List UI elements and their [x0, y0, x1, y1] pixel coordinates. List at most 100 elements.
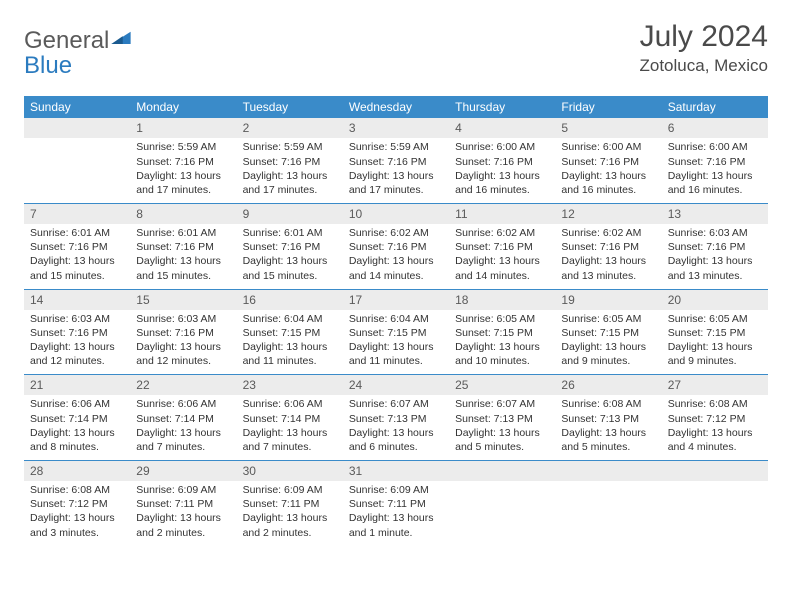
daylight-text-1: Daylight: 13 hours — [30, 426, 124, 440]
daylight-text-1: Daylight: 13 hours — [455, 254, 549, 268]
calendar-table: Sunday Monday Tuesday Wednesday Thursday… — [24, 96, 768, 545]
sunrise-text: Sunrise: 6:07 AM — [455, 397, 549, 411]
sunrise-text: Sunrise: 6:07 AM — [349, 397, 443, 411]
day-details: Sunrise: 6:03 AMSunset: 7:16 PMDaylight:… — [662, 224, 768, 289]
sunset-text: Sunset: 7:16 PM — [349, 155, 443, 169]
dayhead-mon: Monday — [130, 96, 236, 118]
day-details: Sunrise: 6:00 AMSunset: 7:16 PMDaylight:… — [449, 138, 555, 203]
sunset-text: Sunset: 7:16 PM — [30, 240, 124, 254]
sunset-text: Sunset: 7:16 PM — [243, 155, 337, 169]
daylight-text-2: and 8 minutes. — [30, 440, 124, 454]
sunrise-text: Sunrise: 6:04 AM — [349, 312, 443, 326]
sunset-text: Sunset: 7:15 PM — [243, 326, 337, 340]
daylight-text-1: Daylight: 13 hours — [561, 169, 655, 183]
daylight-text-1: Daylight: 13 hours — [243, 254, 337, 268]
sunset-text: Sunset: 7:15 PM — [455, 326, 549, 340]
day-number: 2 — [237, 118, 343, 138]
day-details: Sunrise: 6:04 AMSunset: 7:15 PMDaylight:… — [237, 310, 343, 375]
day-details: Sunrise: 6:09 AMSunset: 7:11 PMDaylight:… — [343, 481, 449, 546]
sunrise-text: Sunrise: 5:59 AM — [243, 140, 337, 154]
title-block: July 2024 Zotoluca, Mexico — [640, 20, 769, 76]
day-number: 8 — [130, 204, 236, 225]
sunrise-text: Sunrise: 6:00 AM — [668, 140, 762, 154]
daylight-text-1: Daylight: 13 hours — [349, 169, 443, 183]
dayhead-sat: Saturday — [662, 96, 768, 118]
sunrise-text: Sunrise: 5:59 AM — [136, 140, 230, 154]
sunset-text: Sunset: 7:14 PM — [30, 412, 124, 426]
day-details: Sunrise: 6:02 AMSunset: 7:16 PMDaylight:… — [555, 224, 661, 289]
day-details: Sunrise: 6:02 AMSunset: 7:16 PMDaylight:… — [343, 224, 449, 289]
daylight-text-2: and 17 minutes. — [349, 183, 443, 197]
day-details: Sunrise: 6:07 AMSunset: 7:13 PMDaylight:… — [343, 395, 449, 460]
day-number: 21 — [24, 375, 130, 396]
daylight-text-2: and 16 minutes. — [561, 183, 655, 197]
day-number: 15 — [130, 289, 236, 310]
sunrise-text: Sunrise: 6:08 AM — [561, 397, 655, 411]
daylight-text-1: Daylight: 13 hours — [349, 340, 443, 354]
day-header-row: Sunday Monday Tuesday Wednesday Thursday… — [24, 96, 768, 118]
sunset-text: Sunset: 7:16 PM — [561, 240, 655, 254]
day-number: 26 — [555, 375, 661, 396]
daylight-text-1: Daylight: 13 hours — [668, 169, 762, 183]
day-details: Sunrise: 5:59 AMSunset: 7:16 PMDaylight:… — [343, 138, 449, 203]
sunrise-text: Sunrise: 6:03 AM — [136, 312, 230, 326]
daylight-text-1: Daylight: 13 hours — [243, 169, 337, 183]
daylight-text-1: Daylight: 13 hours — [30, 254, 124, 268]
sunrise-text: Sunrise: 6:02 AM — [455, 226, 549, 240]
sunrise-text: Sunrise: 6:02 AM — [349, 226, 443, 240]
daylight-text-2: and 13 minutes. — [668, 269, 762, 283]
day-number: 18 — [449, 289, 555, 310]
day-details: Sunrise: 6:00 AMSunset: 7:16 PMDaylight:… — [555, 138, 661, 203]
brand-triangle-icon — [111, 24, 131, 49]
sunset-text: Sunset: 7:11 PM — [349, 497, 443, 511]
sunset-text: Sunset: 7:16 PM — [455, 240, 549, 254]
week-numrow: 21222324252627 — [24, 375, 768, 396]
daylight-text-1: Daylight: 13 hours — [136, 426, 230, 440]
page-header: GeneralBlue July 2024 Zotoluca, Mexico — [24, 20, 768, 78]
daylight-text-2: and 17 minutes. — [243, 183, 337, 197]
daylight-text-2: and 14 minutes. — [455, 269, 549, 283]
sunset-text: Sunset: 7:11 PM — [136, 497, 230, 511]
sunset-text: Sunset: 7:16 PM — [349, 240, 443, 254]
day-number: 5 — [555, 118, 661, 138]
daylight-text-1: Daylight: 13 hours — [243, 511, 337, 525]
day-number: 29 — [130, 461, 236, 482]
sunrise-text: Sunrise: 6:06 AM — [30, 397, 124, 411]
dayhead-sun: Sunday — [24, 96, 130, 118]
daylight-text-2: and 5 minutes. — [561, 440, 655, 454]
daylight-text-2: and 15 minutes. — [243, 269, 337, 283]
sunrise-text: Sunrise: 6:02 AM — [561, 226, 655, 240]
daylight-text-2: and 2 minutes. — [243, 526, 337, 540]
day-details: Sunrise: 6:03 AMSunset: 7:16 PMDaylight:… — [24, 310, 130, 375]
sunrise-text: Sunrise: 6:00 AM — [561, 140, 655, 154]
day-number — [662, 461, 768, 482]
daylight-text-1: Daylight: 13 hours — [455, 340, 549, 354]
daylight-text-1: Daylight: 13 hours — [668, 426, 762, 440]
daylight-text-2: and 9 minutes. — [561, 354, 655, 368]
day-number: 30 — [237, 461, 343, 482]
sunset-text: Sunset: 7:15 PM — [668, 326, 762, 340]
day-number: 19 — [555, 289, 661, 310]
sunset-text: Sunset: 7:15 PM — [349, 326, 443, 340]
daylight-text-1: Daylight: 13 hours — [349, 254, 443, 268]
daylight-text-1: Daylight: 13 hours — [243, 426, 337, 440]
day-details: Sunrise: 6:06 AMSunset: 7:14 PMDaylight:… — [130, 395, 236, 460]
sunset-text: Sunset: 7:11 PM — [243, 497, 337, 511]
brand-part2: Blue — [24, 52, 72, 79]
day-details: Sunrise: 6:02 AMSunset: 7:16 PMDaylight:… — [449, 224, 555, 289]
sunset-text: Sunset: 7:16 PM — [136, 326, 230, 340]
daylight-text-2: and 11 minutes. — [349, 354, 443, 368]
day-details: Sunrise: 6:08 AMSunset: 7:12 PMDaylight:… — [24, 481, 130, 546]
daylight-text-1: Daylight: 13 hours — [561, 426, 655, 440]
daylight-text-2: and 6 minutes. — [349, 440, 443, 454]
brand-part1: General — [24, 27, 109, 54]
sunset-text: Sunset: 7:16 PM — [136, 240, 230, 254]
week-detailrow: Sunrise: 5:59 AMSunset: 7:16 PMDaylight:… — [24, 138, 768, 203]
daylight-text-1: Daylight: 13 hours — [455, 169, 549, 183]
sunrise-text: Sunrise: 6:01 AM — [243, 226, 337, 240]
sunset-text: Sunset: 7:13 PM — [349, 412, 443, 426]
daylight-text-2: and 2 minutes. — [136, 526, 230, 540]
week-numrow: 28293031 — [24, 461, 768, 482]
day-number — [24, 118, 130, 138]
week-detailrow: Sunrise: 6:03 AMSunset: 7:16 PM Daylight:… — [24, 310, 768, 375]
